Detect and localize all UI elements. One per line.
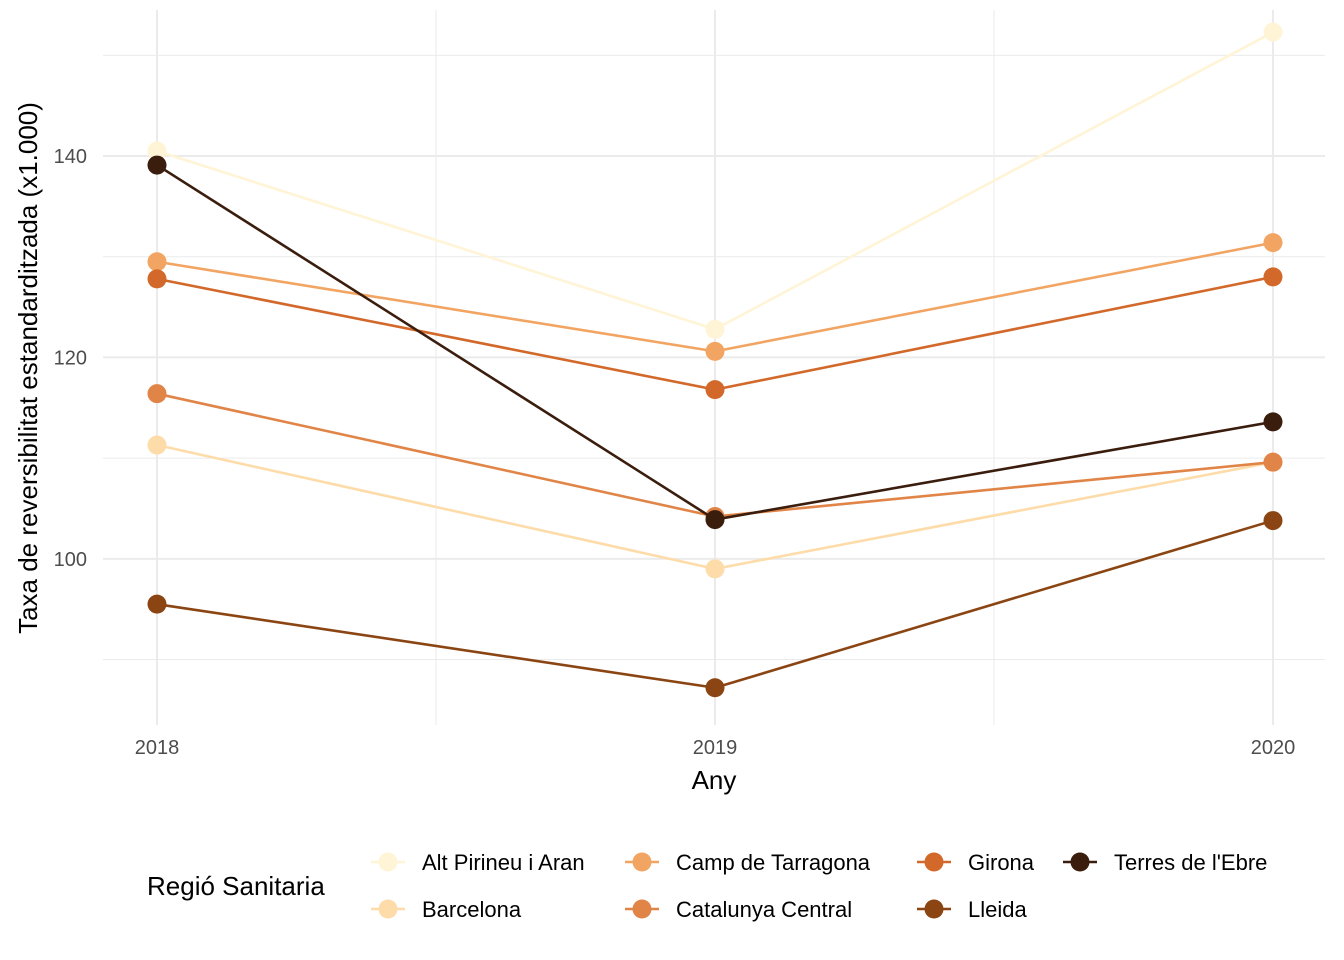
legend-label: Terres de l'Ebre — [1114, 850, 1267, 875]
legend-label: Barcelona — [422, 897, 522, 922]
data-point — [147, 141, 167, 161]
legend-item: Alt Pirineu i Aran — [371, 850, 585, 875]
x-tick-label: 2019 — [693, 737, 738, 759]
data-point — [147, 435, 167, 455]
legend-label: Alt Pirineu i Aran — [422, 850, 585, 875]
tick-labels: 100 120 140 2018 2019 2020 — [54, 146, 1296, 759]
data-point — [1263, 412, 1283, 432]
legend-key-point — [378, 899, 398, 919]
data-point — [1263, 22, 1283, 42]
data-point — [1263, 267, 1283, 287]
data-point — [1263, 233, 1283, 253]
legend-item: Camp de Tarragona — [625, 850, 871, 875]
legend-key-point — [1070, 852, 1090, 872]
data-point — [147, 252, 167, 272]
grid — [103, 10, 1325, 725]
data-point — [147, 384, 167, 404]
data-point — [705, 319, 725, 339]
series-layer — [147, 22, 1283, 698]
data-point — [705, 559, 725, 579]
legend-item: Lleida — [917, 897, 1027, 922]
legend-label: Camp de Tarragona — [676, 850, 871, 875]
data-point — [147, 269, 167, 289]
legend-key-point — [924, 899, 944, 919]
data-point — [147, 594, 167, 614]
series-alt-pirineu-i-aran — [147, 22, 1283, 339]
legend-key-point — [632, 899, 652, 919]
y-axis-title: Taxa de reversibilitat estandarditzada (… — [13, 102, 43, 634]
legend-title: Regió Sanitaria — [147, 871, 325, 901]
legend-key-point — [924, 852, 944, 872]
data-point — [1263, 511, 1283, 531]
series-lleida — [147, 511, 1283, 698]
data-point — [705, 380, 725, 400]
legend-label: Catalunya Central — [676, 897, 852, 922]
legend-key-point — [632, 852, 652, 872]
series-girona — [147, 267, 1283, 400]
data-point — [705, 341, 725, 361]
legend-item: Catalunya Central — [625, 897, 852, 922]
series-camp-de-tarragona — [147, 233, 1283, 361]
legend-label: Lleida — [968, 897, 1027, 922]
y-tick-label: 140 — [54, 146, 87, 168]
legend: Regió Sanitaria Alt Pirineu i Aran Barcel… — [147, 850, 1267, 922]
legend-item: Barcelona — [371, 897, 522, 922]
x-axis-title: Any — [692, 765, 737, 795]
x-tick-label: 2018 — [135, 737, 180, 759]
series-terres-de-l-ebre — [147, 155, 1283, 530]
legend-item: Terres de l'Ebre — [1063, 850, 1267, 875]
data-point — [705, 510, 725, 530]
data-point — [705, 678, 725, 698]
legend-key-point — [378, 852, 398, 872]
legend-item: Girona — [917, 850, 1035, 875]
data-point — [147, 155, 167, 175]
data-point — [1263, 452, 1283, 472]
y-tick-label: 100 — [54, 549, 87, 571]
x-tick-label: 2020 — [1251, 737, 1296, 759]
legend-label: Girona — [968, 850, 1035, 875]
y-tick-label: 120 — [54, 347, 87, 369]
